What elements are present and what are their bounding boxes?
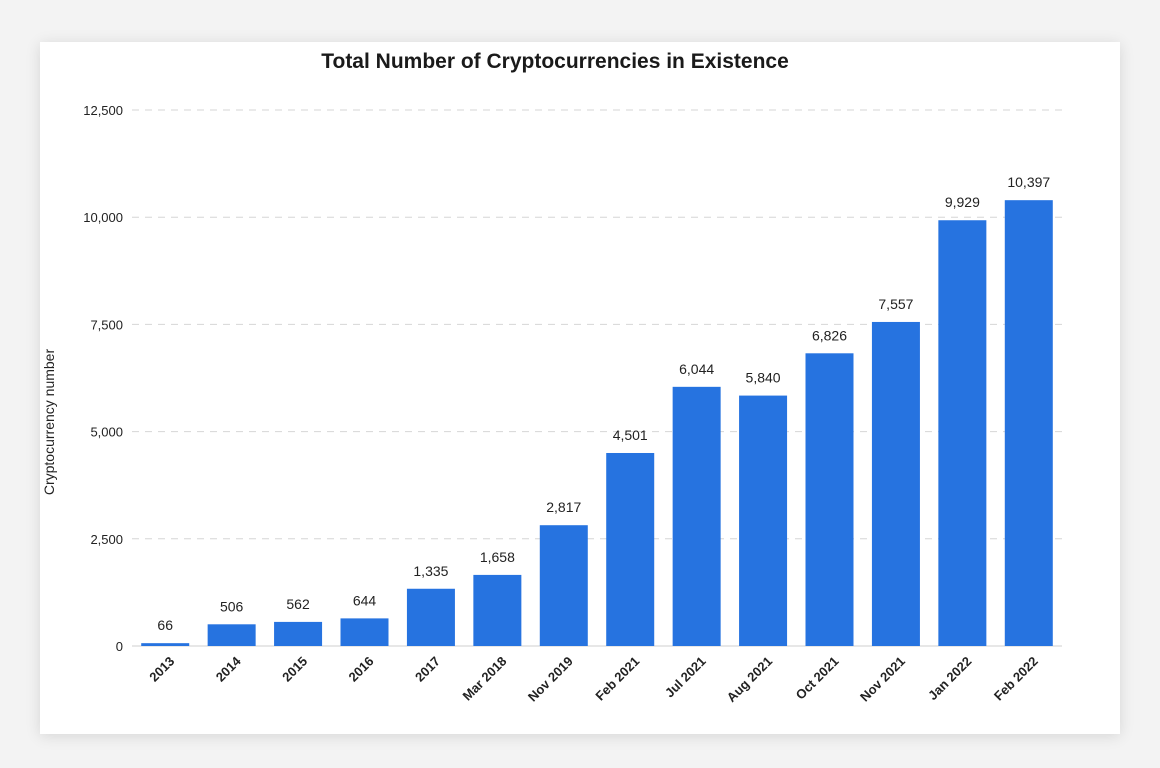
data-label: 66 [157, 617, 173, 633]
bar [539, 525, 588, 646]
bar [672, 386, 721, 646]
x-tick-label: Aug 2021 [724, 654, 775, 705]
x-tick-label: 2017 [412, 654, 443, 685]
x-tick-label: Jan 2022 [925, 654, 974, 703]
data-label: 506 [220, 598, 244, 614]
bar [141, 643, 190, 646]
bar [340, 618, 389, 646]
x-tick-label: Mar 2018 [460, 654, 510, 704]
bar [274, 621, 323, 646]
bar-chart: Total Number of Cryptocurrencies in Exis… [41, 50, 1062, 705]
data-label: 6,044 [679, 361, 714, 377]
y-tick-label: 2,500 [90, 532, 123, 547]
x-tick-label: 2015 [279, 654, 310, 685]
data-label: 4,501 [613, 427, 648, 443]
data-label: 644 [353, 592, 377, 608]
x-tick-label: 2014 [213, 653, 245, 685]
data-label: 1,658 [480, 549, 515, 565]
y-tick-label: 5,000 [90, 425, 123, 440]
x-tick-label: 2013 [146, 654, 177, 685]
x-tick-label: Oct 2021 [793, 654, 842, 703]
x-axis-ticks: 2013 2014 2015 2016 2017 Mar 2018 Nov 2019 Feb … [146, 653, 1041, 705]
bar [938, 220, 987, 646]
bar [207, 624, 256, 646]
data-label: 9,929 [945, 194, 980, 210]
data-label: 6,826 [812, 327, 847, 343]
bar [473, 574, 522, 646]
data-label: 7,557 [878, 296, 913, 312]
chart-title: Total Number of Cryptocurrencies in Exis… [321, 50, 789, 73]
data-labels: 66 506 562 644 1,335 1,658 2,817 4,501 6,044 5,84… [157, 174, 1050, 633]
bar [805, 353, 854, 646]
gridlines [132, 109, 1062, 647]
y-tick-label: 10,000 [83, 210, 123, 225]
data-label: 2,817 [546, 499, 581, 515]
y-tick-label: 0 [116, 639, 123, 654]
bar [406, 588, 455, 646]
data-label: 1,335 [413, 563, 448, 579]
y-axis-ticks: 0 2,500 5,000 7,500 10,000 12,500 [83, 103, 123, 654]
y-tick-label: 12,500 [83, 103, 123, 118]
chart-card: Total Number of Cryptocurrencies in Exis… [40, 42, 1120, 734]
bars [141, 200, 1053, 646]
x-tick-label: Jul 2021 [662, 654, 709, 701]
x-tick-label: Nov 2021 [857, 654, 908, 705]
bar [739, 395, 788, 646]
y-tick-label: 7,500 [90, 317, 123, 332]
bar [871, 321, 920, 646]
x-tick-label: 2016 [346, 654, 377, 685]
bar [606, 452, 655, 646]
x-tick-label: Feb 2021 [592, 654, 642, 704]
data-label: 5,840 [746, 370, 781, 386]
data-label: 10,397 [1007, 174, 1050, 190]
bar [1004, 200, 1053, 646]
x-tick-label: Nov 2019 [525, 654, 576, 705]
x-tick-label: Feb 2022 [991, 654, 1041, 704]
data-label: 562 [286, 596, 310, 612]
y-axis-label: Cryptocurrency number [41, 349, 57, 496]
